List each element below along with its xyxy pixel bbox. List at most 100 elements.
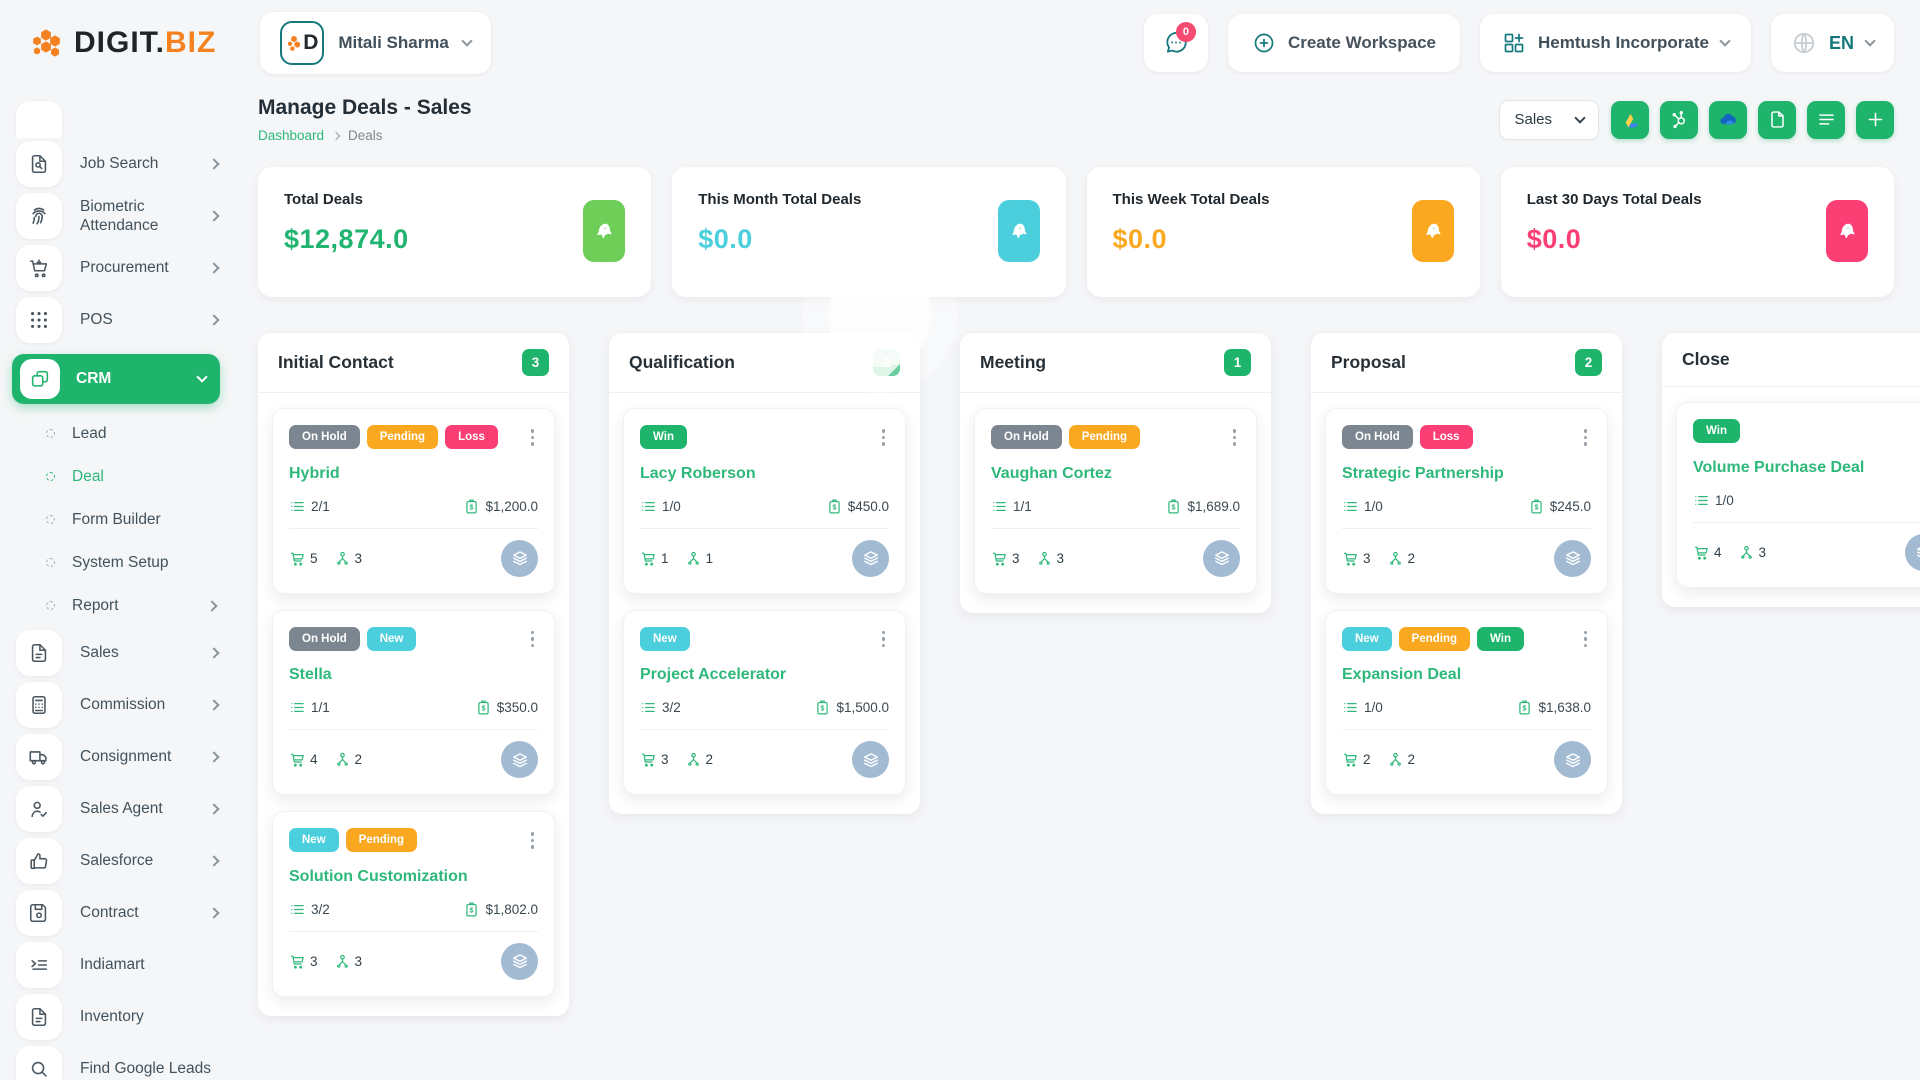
- breadcrumb: Dashboard Deals: [258, 128, 472, 143]
- card-menu-kebab-icon[interactable]: [1580, 425, 1592, 450]
- pipeline-select[interactable]: Sales: [1499, 99, 1599, 140]
- sidebar-item-indiamart[interactable]: Indiamart: [0, 939, 234, 991]
- calculator-icon: [16, 682, 62, 728]
- organization-avatar[interactable]: [1905, 533, 1920, 571]
- sidebar-subitem-system-setup[interactable]: System Setup: [0, 541, 234, 584]
- sidebar-item-salesforce[interactable]: Salesforce: [0, 835, 234, 887]
- sidebar-subitem-report[interactable]: Report: [0, 584, 234, 627]
- document-button[interactable]: [1758, 100, 1796, 139]
- deal-title[interactable]: Volume Purchase Deal: [1693, 458, 1865, 476]
- add-button[interactable]: [1856, 100, 1894, 139]
- sidebar-subitem-lead[interactable]: Lead: [0, 412, 234, 455]
- product-count: 3: [661, 752, 669, 767]
- sidebar-item-sales[interactable]: Sales: [0, 627, 234, 679]
- sidebar-item-pos[interactable]: POS: [0, 294, 234, 346]
- deal-amount: $450.0: [847, 498, 889, 514]
- cart-icon: [289, 550, 306, 567]
- people-icon: [334, 550, 351, 567]
- deal-card[interactable]: On Hold Pending Loss Hybrid 2/1 $ $1,200.0 …: [272, 408, 555, 594]
- deal-card[interactable]: On Hold Pending Vaughan Cortez 1/1 $ $1,68…: [974, 408, 1257, 594]
- chat-count-badge: 0: [1175, 22, 1196, 42]
- sidebar-item-commission[interactable]: Commission: [0, 679, 234, 731]
- rocket-icon[interactable]: [1826, 200, 1868, 262]
- sidebar-item-contract[interactable]: Contract: [0, 887, 234, 939]
- status-badge: Win: [1693, 419, 1740, 443]
- chat-button[interactable]: 0: [1143, 14, 1208, 72]
- building-icon: [510, 750, 530, 770]
- deal-card[interactable]: On Hold Loss Strategic Partnership 1/0 $ $…: [1325, 408, 1608, 594]
- status-badge: Loss: [445, 425, 498, 449]
- list-button[interactable]: [1807, 100, 1845, 139]
- rocket-icon[interactable]: [997, 200, 1040, 262]
- deal-title[interactable]: Project Accelerator: [640, 666, 787, 683]
- deal-title[interactable]: Strategic Partnership: [1342, 464, 1504, 482]
- indiamart-icon: [16, 942, 62, 988]
- sidebar-item-cutoff[interactable]: [0, 86, 234, 138]
- organization-avatar[interactable]: [501, 942, 538, 980]
- chevron-right-icon: [208, 314, 220, 326]
- create-workspace-button[interactable]: Create Workspace: [1227, 14, 1460, 72]
- organization-avatar[interactable]: [501, 741, 538, 778]
- sidebar-item-inventory[interactable]: Inventory: [0, 991, 234, 1043]
- organization-avatar[interactable]: [852, 741, 889, 778]
- card-menu-kebab-icon[interactable]: [878, 627, 890, 652]
- google-drive-button[interactable]: [1611, 100, 1649, 139]
- deal-title[interactable]: Hybrid: [289, 464, 340, 482]
- sidebar-item-label: Indiamart: [80, 956, 145, 974]
- card-menu-kebab-icon[interactable]: [527, 425, 539, 450]
- language-selector[interactable]: EN: [1770, 14, 1894, 72]
- language-code: EN: [1828, 32, 1854, 53]
- deal-title[interactable]: Expansion Deal: [1342, 666, 1462, 683]
- deal-title[interactable]: Solution Customization: [289, 867, 468, 885]
- stat-card: Total Deals $12,874.0: [258, 167, 652, 297]
- deal-card[interactable]: Win Volume Purchase Deal 1/0 $ 4 3: [1676, 402, 1920, 588]
- column-count-badge: 3: [522, 349, 549, 376]
- onedrive-button[interactable]: [1709, 100, 1747, 139]
- organization-avatar[interactable]: [852, 539, 889, 577]
- deal-title[interactable]: Lacy Roberson: [640, 464, 756, 482]
- sidebar-subitem-deal[interactable]: Deal: [0, 455, 234, 498]
- organization-avatar[interactable]: [1554, 741, 1591, 778]
- hubspot-icon: [1669, 109, 1690, 130]
- deal-card[interactable]: New Pending Solution Customization 3/2 $ $…: [272, 811, 555, 997]
- chevron-down-icon: [1719, 35, 1731, 47]
- sidebar-item-biometric-attendance[interactable]: Biometric Attendance: [0, 190, 234, 242]
- workspace-selector[interactable]: Hemtush Incorporate: [1480, 14, 1751, 72]
- user-menu[interactable]: D Mitali Sharma: [260, 12, 491, 74]
- deal-card[interactable]: On Hold New Stella 1/1 $ $350.0 4 2: [272, 609, 555, 795]
- sidebar-item-job-search[interactable]: Job Search: [0, 138, 234, 190]
- organization-avatar[interactable]: [501, 539, 538, 577]
- deal-card[interactable]: New Pending Win Expansion Deal 1/0 $ $1,638…: [1325, 609, 1608, 795]
- organization-avatar[interactable]: [1203, 539, 1240, 577]
- sidebar-item-procurement[interactable]: Procurement: [0, 242, 234, 294]
- rocket-icon[interactable]: [583, 200, 626, 262]
- stat-amount: $12,874.0: [284, 224, 409, 254]
- tasks-icon: [640, 699, 657, 716]
- status-badge: New: [289, 828, 339, 852]
- card-menu-kebab-icon[interactable]: [527, 627, 539, 652]
- file-icon: [16, 994, 62, 1040]
- hubspot-button[interactable]: [1660, 100, 1698, 139]
- card-menu-kebab-icon[interactable]: [1229, 425, 1241, 450]
- sidebar: Job Search Biometric Attendance Procurem…: [0, 86, 234, 1080]
- deal-card[interactable]: New Project Accelerator 3/2 $ $1,500.0 3 …: [623, 609, 906, 795]
- sidebar-item-crm[interactable]: CRM: [12, 354, 220, 404]
- sidebar-item-find-google-leads[interactable]: Find Google Leads: [0, 1043, 234, 1080]
- card-menu-kebab-icon[interactable]: [878, 425, 890, 450]
- svg-text:$: $: [470, 503, 474, 511]
- rocket-icon[interactable]: [1411, 200, 1454, 262]
- drag-ghost-circle: [828, 263, 932, 367]
- product-count: 3: [310, 953, 318, 969]
- sidebar-subitem-form-builder[interactable]: Form Builder: [0, 498, 234, 541]
- deal-card[interactable]: Win Lacy Roberson 1/0 $ $450.0 1 1: [623, 408, 906, 594]
- card-menu-kebab-icon[interactable]: [1580, 627, 1592, 652]
- stat-card: Last 30 Days Total Deals $0.0: [1500, 167, 1894, 297]
- card-menu-kebab-icon[interactable]: [527, 828, 539, 853]
- organization-avatar[interactable]: [1554, 539, 1591, 577]
- breadcrumb-dashboard-link[interactable]: Dashboard: [258, 128, 325, 143]
- sidebar-item-consignment[interactable]: Consignment: [0, 731, 234, 783]
- sidebar-item-sales-agent[interactable]: Sales Agent: [0, 783, 234, 835]
- deal-title[interactable]: Vaughan Cortez: [991, 464, 1112, 482]
- deal-title[interactable]: Stella: [289, 666, 332, 683]
- chevron-right-icon: [208, 751, 220, 763]
